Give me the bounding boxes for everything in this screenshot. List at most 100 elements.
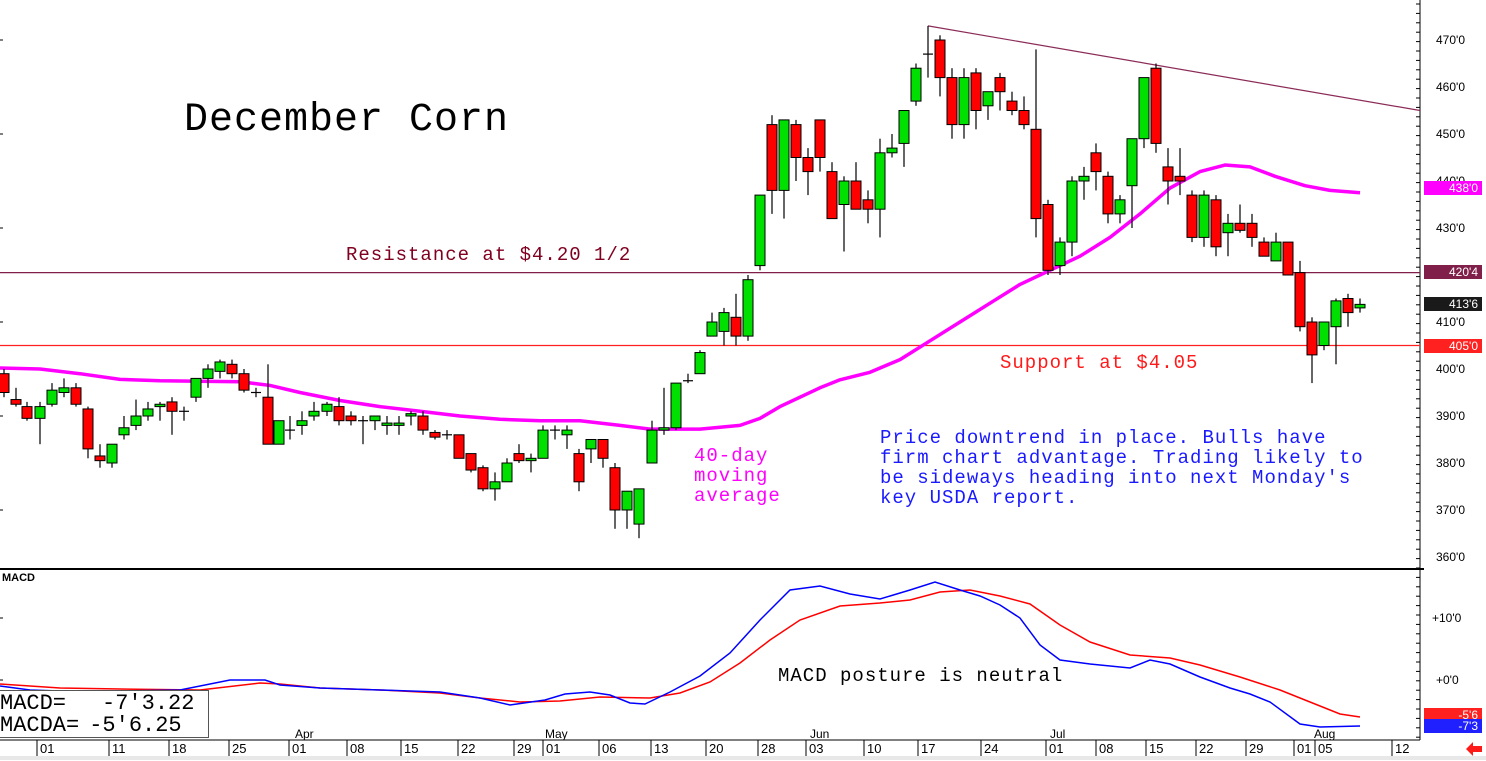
candle-body bbox=[970, 72, 982, 111]
candle-body bbox=[0, 373, 10, 394]
price-axis-label: 400'0 bbox=[1436, 362, 1465, 376]
month-axis-label: Apr bbox=[295, 727, 314, 741]
downtrend-line bbox=[927, 25, 1421, 112]
date-axis-label: 22 bbox=[1199, 741, 1214, 756]
candle-body bbox=[58, 387, 70, 393]
date-axis-label: 17 bbox=[921, 741, 936, 756]
candle-body bbox=[585, 439, 597, 450]
left-arrow-icon[interactable] bbox=[1466, 742, 1482, 756]
candle-body bbox=[766, 124, 778, 191]
candle-body bbox=[561, 429, 573, 436]
candle-body bbox=[308, 410, 320, 417]
price-tag: 405'0 bbox=[1424, 339, 1482, 353]
candle-body bbox=[718, 312, 730, 332]
candle-body bbox=[1066, 180, 1078, 243]
date-axis-label: 05 bbox=[1318, 741, 1333, 756]
candle-body bbox=[742, 279, 754, 337]
macd-axis-label: +10'0 bbox=[1432, 611, 1462, 625]
date-axis-label: 01 bbox=[546, 741, 561, 756]
candle-body bbox=[154, 403, 166, 408]
candle-body bbox=[886, 147, 898, 154]
candle-body bbox=[1354, 303, 1366, 309]
candle-body bbox=[1294, 272, 1306, 328]
candle-body bbox=[118, 427, 130, 436]
candle-body bbox=[1270, 241, 1282, 262]
candle-body bbox=[166, 401, 178, 412]
macd-values-box: MACD= -7'3.22 MACDA= -5'6.25 bbox=[0, 690, 209, 738]
candle-body bbox=[1138, 77, 1150, 140]
candle-body bbox=[537, 429, 549, 459]
candle-body bbox=[838, 180, 850, 205]
candle-body bbox=[273, 420, 285, 445]
candle-body bbox=[1186, 194, 1198, 238]
candle-body bbox=[501, 462, 513, 483]
date-axis-label: 24 bbox=[984, 741, 999, 756]
macd-posture-note: MACD posture is neutral bbox=[778, 665, 1064, 687]
commentary-text: Price downtrend in place. Bulls have fir… bbox=[880, 427, 1364, 509]
candle-body bbox=[1222, 222, 1234, 234]
macd-label: MACD= bbox=[0, 691, 67, 716]
candle-body bbox=[1318, 321, 1330, 346]
candle-body bbox=[202, 368, 214, 379]
date-axis-label: 18 bbox=[172, 741, 187, 756]
candle-body bbox=[1018, 110, 1030, 126]
candle-body bbox=[994, 77, 1006, 93]
candle-body bbox=[465, 453, 477, 471]
macd-panel-title: MACD bbox=[2, 572, 35, 584]
macd-axis-label: +0'0 bbox=[1436, 673, 1459, 687]
candle-body bbox=[94, 455, 106, 462]
candle-body bbox=[393, 422, 405, 426]
candle-body bbox=[1006, 100, 1018, 111]
candle-body bbox=[381, 422, 393, 426]
candle-body bbox=[21, 406, 33, 419]
price-axis-label: 370'0 bbox=[1436, 503, 1465, 517]
candle-body bbox=[1210, 199, 1222, 248]
candle-body bbox=[1330, 300, 1342, 328]
macda-label: MACDA= bbox=[0, 713, 80, 738]
candle-body bbox=[958, 77, 970, 126]
date-axis-label: 22 bbox=[461, 741, 476, 756]
candle-body bbox=[982, 91, 994, 107]
candle-body bbox=[429, 431, 441, 438]
macd-value: -7'3.22 bbox=[102, 691, 195, 716]
candle-body bbox=[573, 453, 585, 483]
candle-body bbox=[802, 157, 814, 173]
candle-body bbox=[874, 152, 886, 210]
candle-body bbox=[1246, 222, 1258, 238]
candle-body bbox=[226, 363, 238, 375]
candle-body bbox=[1090, 152, 1102, 173]
candle-body bbox=[706, 321, 718, 337]
candle-body bbox=[1306, 321, 1318, 356]
candle-body bbox=[898, 110, 910, 144]
candle-body bbox=[453, 434, 465, 459]
bottom-bar bbox=[0, 756, 1486, 760]
candle-body bbox=[513, 453, 525, 462]
date-axis-label: 29 bbox=[517, 741, 532, 756]
candle-body bbox=[1282, 241, 1294, 276]
candle-body bbox=[130, 415, 142, 426]
moving-average-label: 40-day moving average bbox=[694, 445, 781, 507]
date-axis-label: 15 bbox=[1149, 741, 1164, 756]
price-tag: 438'0 bbox=[1424, 181, 1482, 195]
date-axis-label: 08 bbox=[1099, 741, 1114, 756]
price-axis-label: 390'0 bbox=[1436, 409, 1465, 423]
candle-body bbox=[1342, 298, 1354, 314]
macda-value-row: MACDA= -5'6.25 bbox=[0, 713, 182, 738]
price-axis-label: 360'0 bbox=[1436, 550, 1465, 564]
date-axis-label: 06 bbox=[602, 741, 617, 756]
date-axis-label: 12 bbox=[1395, 741, 1410, 756]
price-axis-label: 460'0 bbox=[1436, 80, 1465, 94]
candle-body bbox=[296, 420, 308, 426]
candle-body bbox=[754, 194, 766, 267]
date-axis-label: 20 bbox=[709, 741, 724, 756]
date-axis-label: 11 bbox=[112, 741, 126, 756]
date-axis-label: 25 bbox=[232, 741, 247, 756]
month-axis-label: Jul bbox=[1050, 727, 1066, 741]
price-tag: -5'6 bbox=[1424, 708, 1482, 722]
date-axis-label: 10 bbox=[867, 741, 882, 756]
candle-body bbox=[814, 119, 826, 158]
candle-body bbox=[142, 408, 154, 417]
candle-body bbox=[238, 373, 250, 391]
candle-body bbox=[190, 377, 202, 398]
